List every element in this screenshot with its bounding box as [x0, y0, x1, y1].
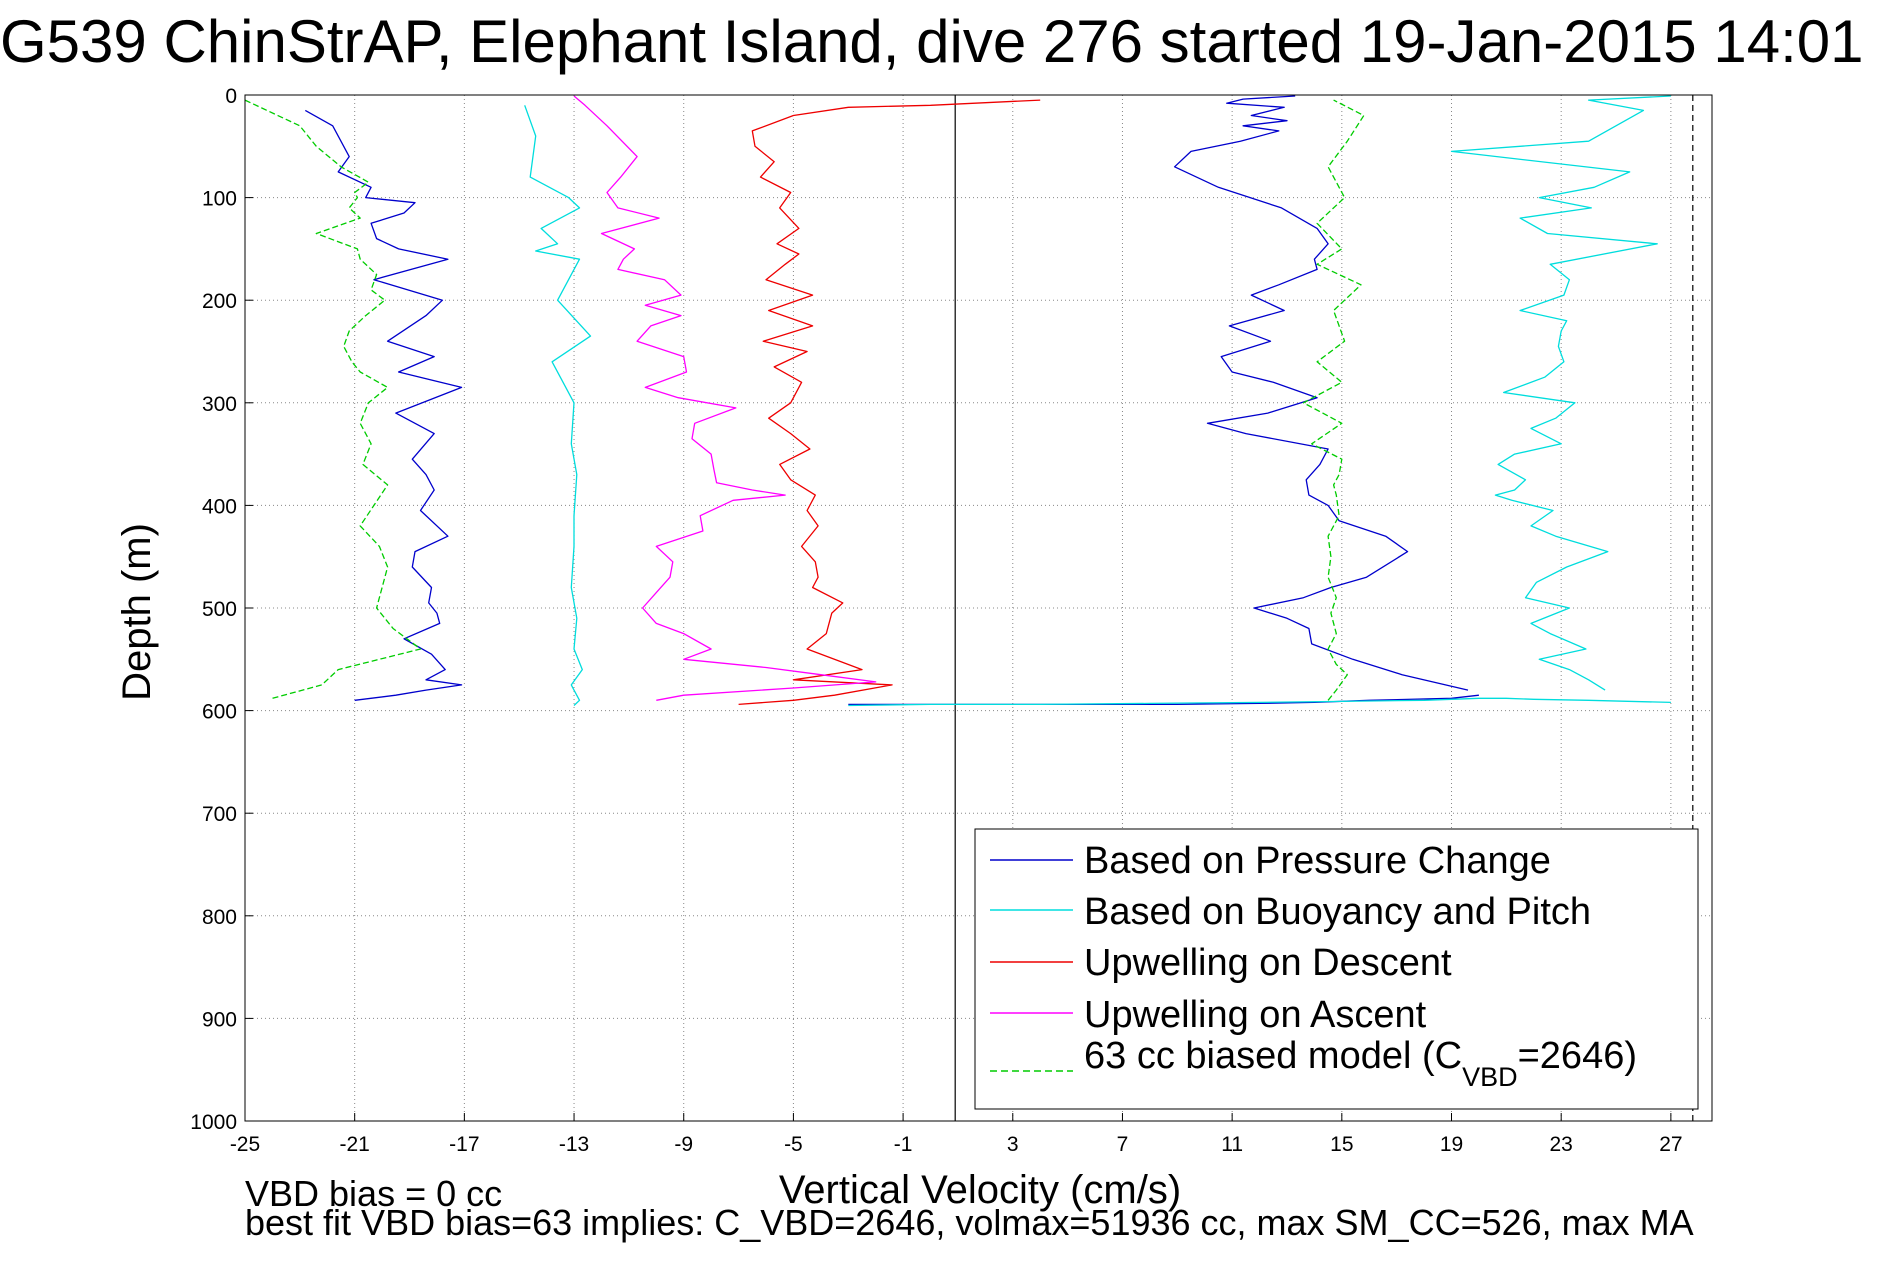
series-line-63-cc-biased-model-c-1: [1302, 99, 1365, 701]
x-tick-label: 19: [1440, 1133, 1463, 1156]
y-tick-label: 200: [202, 290, 237, 313]
series-line-upwelling-on-ascent-0: [573, 95, 877, 701]
y-tick-label: 500: [202, 598, 237, 621]
legend-label-pressure-change: Based on Pressure Change: [1084, 840, 1551, 882]
y-tick-label: 1000: [190, 1111, 237, 1134]
x-tick-label: -21: [340, 1133, 370, 1156]
footnote-vbd-bias: VBD bias = 0 cc: [245, 1173, 502, 1214]
grid-lines: [244, 94, 1712, 1122]
x-tick-label: -5: [784, 1133, 803, 1156]
x-tick-label: 7: [1117, 1133, 1129, 1156]
legend-label-buoyancy-pitch: Based on Buoyancy and Pitch: [1084, 891, 1591, 933]
x-tick-label: 15: [1330, 1133, 1353, 1156]
x-tick-label: -9: [674, 1133, 693, 1156]
x-tick-label: -13: [559, 1133, 589, 1156]
series-line-based-on-buoyancy-and-pitch-1: [848, 697, 1671, 707]
x-tick-label: -25: [230, 1133, 260, 1156]
y-tick-label: 800: [202, 906, 237, 929]
series-line-upwelling-on-descent-0: [738, 99, 1041, 706]
y-tick-label: 100: [202, 188, 237, 211]
series-line-based-on-buoyancy-and-pitch-0: [524, 105, 592, 706]
x-tick-label: 11: [1221, 1133, 1243, 1156]
footnote-best-fit: best fit VBD bias=63 implies: C_VBD=2646…: [245, 1202, 1694, 1243]
x-tick-label: -1: [894, 1133, 913, 1156]
y-tick-label: 300: [202, 393, 237, 416]
x-tick-label: 3: [1007, 1133, 1019, 1156]
legend-label-upwelling-descent: Upwelling on Descent: [1084, 942, 1452, 984]
x-tick-label: 23: [1550, 1133, 1573, 1156]
chart-title: G539 ChinStrAP, Elephant Island, dive 27…: [0, 8, 1864, 75]
x-tick-label: -17: [449, 1133, 479, 1156]
series-line-based-on-pressure-change-0: [304, 109, 463, 701]
legend-label-upwelling-ascent: Upwelling on Ascent: [1084, 994, 1427, 1036]
axis-ticks: -25 -21 -17 -13 -9 -5 -1 3 7 11 15 19 23 270100200300…: [190, 85, 1682, 1156]
series-line-based-on-buoyancy-and-pitch-2: [1450, 95, 1671, 691]
y-tick-label: 0: [225, 85, 237, 108]
legend: Based on Pressure Change Based on Buoyan…: [974, 828, 1699, 1110]
series-lines: [244, 95, 1671, 707]
y-tick-label: 600: [202, 701, 237, 724]
legend-box: [974, 828, 1699, 1110]
y-tick-label: 400: [202, 495, 237, 518]
series-line-based-on-pressure-change-2: [1173, 95, 1469, 691]
y-axis-label: Depth (m): [115, 523, 159, 701]
legend-label-biased-model: 63 cc biased model (CVBD=2646): [1084, 1035, 1637, 1092]
y-tick-label: 900: [202, 1008, 237, 1031]
series-line-63-cc-biased-model-c-0: [244, 99, 422, 699]
y-tick-label: 700: [202, 803, 237, 826]
x-axis-label: Vertical Velocity (cm/s): [779, 1168, 1181, 1212]
x-tick-label: 27: [1659, 1133, 1682, 1156]
